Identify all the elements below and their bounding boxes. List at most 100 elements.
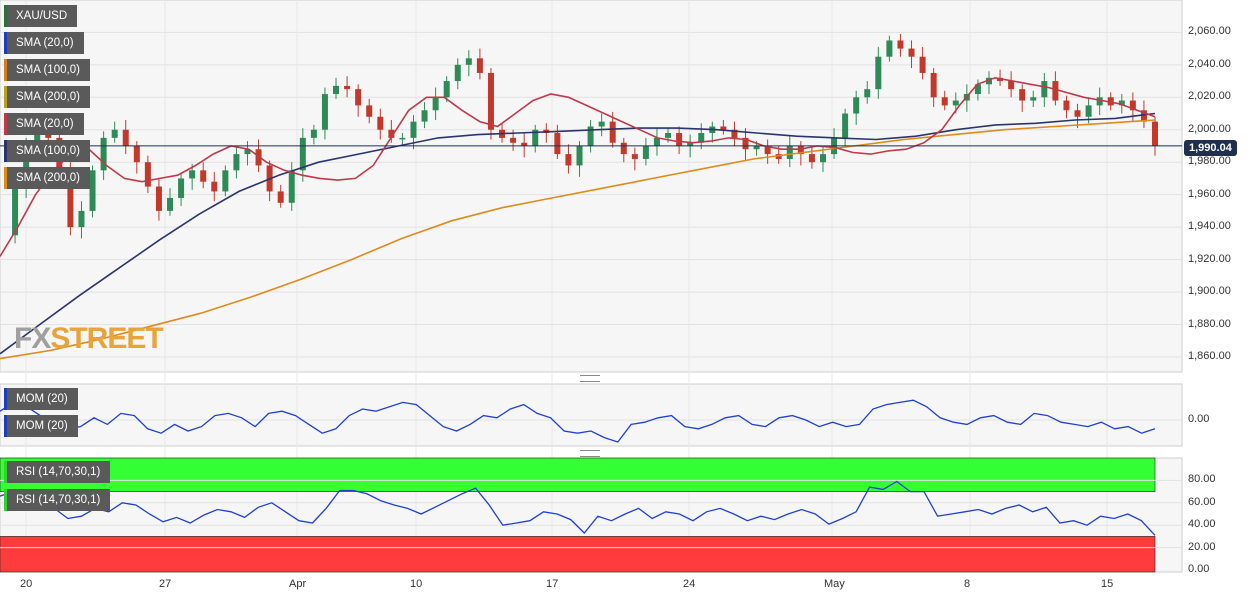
candle-body	[100, 137, 107, 171]
candle-body	[244, 149, 251, 155]
rsi-line	[0, 480, 1156, 536]
sma100-line	[0, 112, 1156, 355]
legend-tag[interactable]: XAU/USD	[4, 5, 78, 27]
candle-body	[1030, 97, 1037, 101]
y-tick-label: 60.00	[1188, 495, 1216, 508]
legend-swatch	[4, 32, 7, 54]
candle-body	[687, 142, 694, 146]
legend-swatch	[4, 140, 7, 162]
candle-body	[842, 113, 849, 138]
x-tick-label: 20	[20, 578, 33, 590]
candle-body	[1008, 81, 1015, 90]
panel-resize-handle[interactable]	[580, 450, 600, 457]
x-tick-label: 27	[159, 578, 172, 590]
candle-body	[1107, 97, 1114, 106]
legend-tag[interactable]: RSI (14,70,30,1)	[4, 461, 111, 483]
candle-body	[1118, 100, 1125, 106]
legend-swatch	[4, 461, 7, 483]
legend-tag[interactable]: SMA (100,0)	[4, 59, 90, 81]
x-tick-label: 15	[1101, 578, 1114, 590]
sma200-line	[0, 119, 1156, 360]
y-tick-label: 2,000.00	[1188, 122, 1231, 135]
legend-label: RSI (14,70,30,1)	[16, 494, 101, 506]
legend-tag[interactable]: RSI (14,70,30,1)	[4, 489, 111, 511]
sma20-line	[0, 76, 1156, 257]
legend-tag[interactable]: MOM (20)	[4, 388, 78, 410]
legend-label: SMA (20,0)	[16, 37, 74, 49]
legend-tag[interactable]: SMA (200,0)	[4, 86, 90, 108]
candle-body	[465, 58, 472, 65]
candle-body	[952, 100, 959, 106]
candle-body	[23, 145, 30, 187]
legend-tag[interactable]: SMA (20,0)	[4, 113, 84, 135]
candle-body	[919, 56, 926, 73]
candle-body	[930, 72, 937, 98]
candle-body	[1063, 100, 1070, 111]
candle-body	[12, 186, 19, 236]
candle-body	[178, 178, 185, 198]
candle-body	[454, 64, 461, 82]
candle-body	[864, 89, 871, 98]
mom-line	[0, 399, 1156, 443]
candle-body	[366, 105, 373, 117]
legend-label: RSI (14,70,30,1)	[16, 466, 101, 478]
y-tick-label: 1,900.00	[1188, 285, 1231, 298]
candle-body	[167, 197, 174, 211]
panel-resize-handle[interactable]	[580, 375, 600, 382]
candle-body	[1129, 100, 1136, 111]
candle-body	[344, 85, 351, 90]
candle-body	[1085, 105, 1092, 117]
candle-body	[510, 137, 517, 143]
candle-body	[897, 40, 904, 49]
candle-body	[1052, 81, 1059, 101]
candle-body	[155, 186, 162, 211]
candle-body	[432, 97, 439, 111]
x-tick-label: 17	[546, 578, 559, 590]
candle-body	[67, 170, 74, 228]
y-tick-label: 1,860.00	[1188, 350, 1231, 362]
candle-body	[310, 129, 317, 138]
last-price-badge: 1,990.04	[1184, 140, 1237, 156]
legend-tag[interactable]: SMA (200,0)	[4, 167, 90, 189]
candle-body	[665, 132, 672, 138]
candle-body	[532, 129, 539, 146]
candle-body	[89, 170, 96, 211]
candle-body	[620, 142, 627, 155]
rsi-oversold-zone	[0, 536, 1156, 573]
y-tick-label: 0.00	[1188, 563, 1210, 575]
candle-body	[133, 145, 140, 163]
candle-body	[631, 154, 638, 159]
candle-body	[698, 132, 705, 143]
candle-body	[211, 181, 218, 192]
candle-body	[731, 129, 738, 138]
candle-body	[875, 56, 882, 90]
legend-swatch	[4, 489, 7, 511]
candle-body	[819, 154, 826, 163]
candle-body	[521, 142, 528, 146]
candle-body	[299, 137, 306, 171]
candle-body	[1074, 110, 1081, 117]
candle-body	[764, 145, 771, 155]
legend-swatch	[4, 167, 7, 189]
candle-body	[487, 72, 494, 130]
y-tick-label: 2,020.00	[1188, 90, 1231, 103]
mom-panel	[0, 383, 1183, 447]
y-tick-label: 1,940.00	[1188, 220, 1231, 233]
candle-body	[443, 81, 450, 98]
legend-swatch	[4, 113, 7, 135]
legend-tag[interactable]: SMA (100,0)	[4, 140, 90, 162]
legend-label: SMA (100,0)	[16, 145, 80, 157]
candle-body	[1019, 89, 1026, 101]
y-tick-label: 1,920.00	[1188, 252, 1231, 265]
legend-label: XAU/USD	[16, 10, 68, 22]
candle-body	[941, 97, 948, 106]
x-tick-label: May	[824, 578, 845, 590]
candle-body	[111, 129, 118, 138]
legend-label: MOM (20)	[16, 393, 68, 405]
x-tick-label: Apr	[289, 578, 307, 590]
legend-tag[interactable]: SMA (20,0)	[4, 32, 84, 54]
legend-label: SMA (100,0)	[16, 64, 80, 76]
legend-tag[interactable]: MOM (20)	[4, 415, 78, 437]
candle-body	[565, 154, 572, 166]
